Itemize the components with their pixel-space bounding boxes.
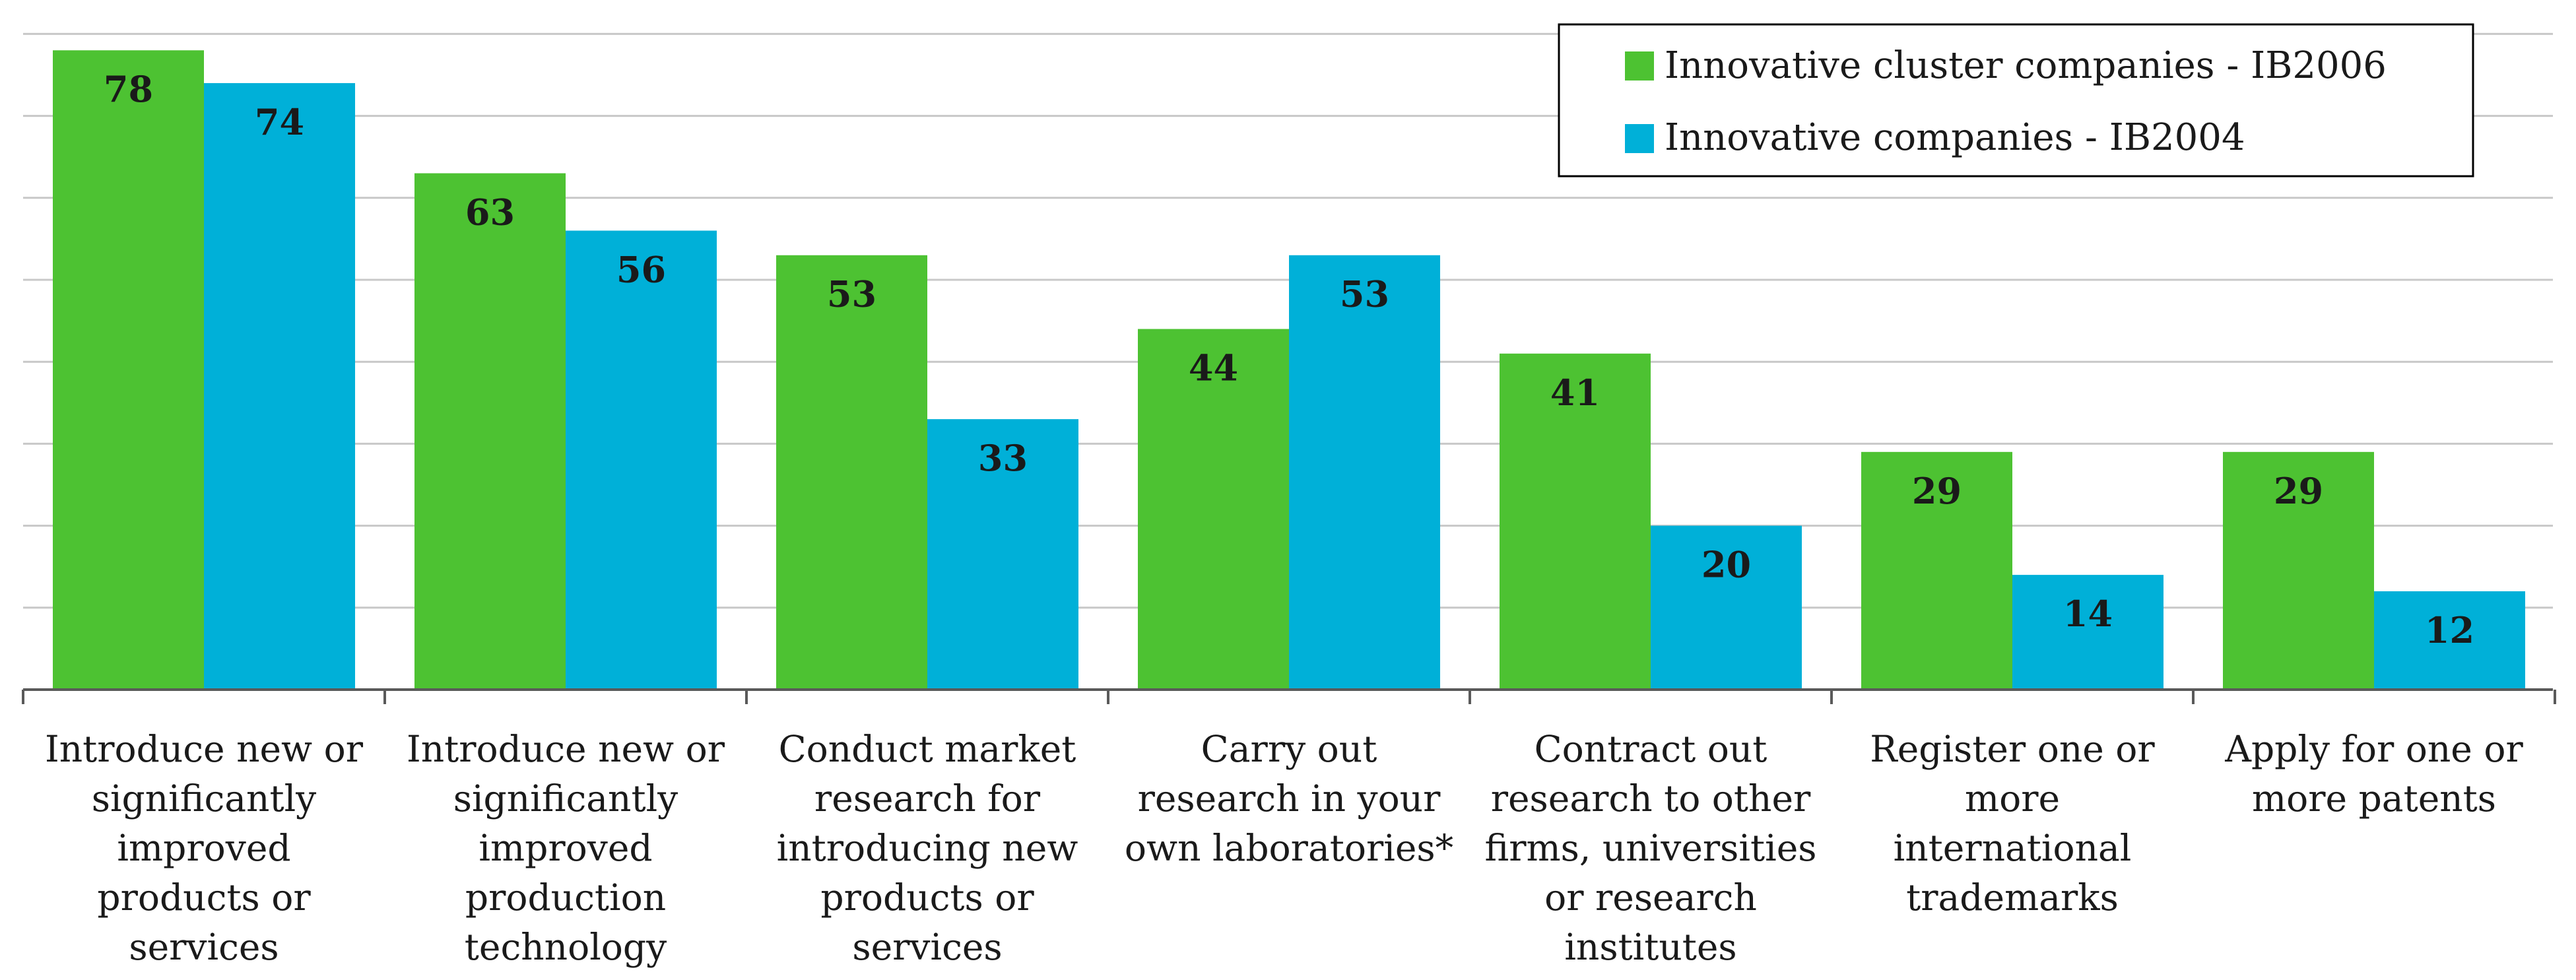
bar-companies-2004-1: [566, 230, 717, 690]
category-label-4: Contract out research to other firms, univ…: [1485, 728, 1817, 968]
bar-companies-2004-3: [1289, 255, 1440, 690]
value-label-cluster-2006-1: 63: [465, 191, 515, 234]
legend-swatch-cluster-2006: [1625, 51, 1654, 81]
category-label-3: Carry out research in your own laboratorie…: [1125, 728, 1453, 869]
value-label-companies-2004-4: 20: [1701, 544, 1751, 586]
category-label-line: introducing new: [777, 827, 1078, 869]
category-label-line: significantly: [453, 777, 678, 820]
category-label-line: more patents: [2252, 777, 2496, 820]
category-label-line: trademarks: [1906, 876, 2119, 919]
category-label-line: Apply for one or: [2224, 728, 2523, 770]
category-label-line: institutes: [1564, 926, 1736, 968]
value-labels: 78 74 63 56 53 33 44 53 41 20 29 14 29 12: [104, 68, 2474, 651]
bar-cluster-2006-3: [1138, 329, 1289, 690]
category-label-1: Introduce new or significantly improved pro…: [407, 728, 725, 968]
category-label-line: significantly: [92, 777, 317, 820]
bar-cluster-2006-5: [1861, 451, 2012, 690]
category-label-line: products or: [97, 876, 311, 919]
bar-cluster-2006-4: [1500, 353, 1651, 690]
bar-cluster-2006-1: [414, 173, 566, 690]
value-label-companies-2004-5: 14: [2063, 593, 2113, 635]
bar-companies-2004-5: [2012, 575, 2163, 690]
bar-companies-2004-2: [927, 419, 1078, 690]
category-label-6: Apply for one or more patents: [2224, 728, 2523, 820]
category-label-line: services: [852, 926, 1002, 968]
category-label-line: international: [1894, 827, 2132, 869]
legend: Innovative cluster companies - IB2006 In…: [1558, 23, 2474, 178]
category-label-line: products or: [820, 876, 1034, 919]
category-label-line: Conduct market: [779, 728, 1076, 770]
category-label-line: more: [1965, 777, 2060, 820]
category-label-line: Introduce new or: [45, 728, 364, 770]
category-label-line: services: [129, 926, 279, 968]
category-label-2: Conduct market research for introducing ne…: [777, 728, 1078, 968]
value-label-companies-2004-1: 56: [616, 248, 666, 290]
category-label-line: production: [465, 876, 666, 919]
value-label-cluster-2006-5: 29: [1912, 470, 1962, 512]
value-label-cluster-2006-3: 44: [1189, 347, 1238, 389]
category-label-line: Carry out: [1201, 728, 1377, 770]
legend-box: [1558, 23, 2474, 178]
x-axis: [22, 688, 2556, 704]
value-label-companies-2004-0: 74: [255, 101, 304, 143]
legend-label-companies-2004: Innovative companies - IB2004: [1665, 116, 2245, 159]
category-label-line: own laboratories*: [1125, 827, 1453, 869]
bar-cluster-2006-2: [776, 255, 927, 690]
category-label-line: firms, universities: [1485, 827, 1817, 869]
value-label-cluster-2006-0: 78: [104, 68, 153, 110]
bars: [53, 50, 2525, 690]
value-label-cluster-2006-6: 29: [2274, 470, 2323, 512]
value-label-companies-2004-6: 12: [2425, 609, 2474, 651]
category-label-line: technology: [465, 926, 667, 968]
legend-label-cluster-2006: Innovative cluster companies - IB2006: [1665, 44, 2387, 87]
value-label-cluster-2006-2: 53: [827, 273, 876, 315]
category-label-line: Register one or: [1870, 728, 2155, 770]
bar-companies-2004-0: [204, 82, 355, 690]
category-label-line: or research: [1544, 876, 1757, 919]
category-label-line: Introduce new or: [407, 728, 725, 770]
value-label-companies-2004-3: 53: [1340, 273, 1389, 315]
bar-cluster-2006-0: [53, 50, 204, 690]
bar-companies-2004-6: [2374, 591, 2525, 690]
bar-cluster-2006-6: [2223, 451, 2374, 690]
value-label-companies-2004-2: 33: [978, 437, 1028, 479]
category-label-line: improved: [479, 827, 652, 869]
legend-swatch-companies-2004: [1625, 124, 1654, 153]
category-label-line: research to other: [1491, 777, 1811, 820]
category-labels: Introduce new or significantly improved pro…: [45, 728, 2523, 968]
category-label-line: research for: [814, 777, 1041, 820]
category-label-5: Register one or more international trademar…: [1870, 728, 2155, 919]
category-label-0: Introduce new or significantly improved pro…: [45, 728, 364, 968]
value-label-cluster-2006-4: 41: [1550, 372, 1600, 414]
bar-companies-2004-4: [1651, 525, 1802, 690]
category-label-line: improved: [117, 827, 290, 869]
category-label-line: research in your: [1138, 777, 1441, 820]
category-label-line: Contract out: [1535, 728, 1767, 770]
